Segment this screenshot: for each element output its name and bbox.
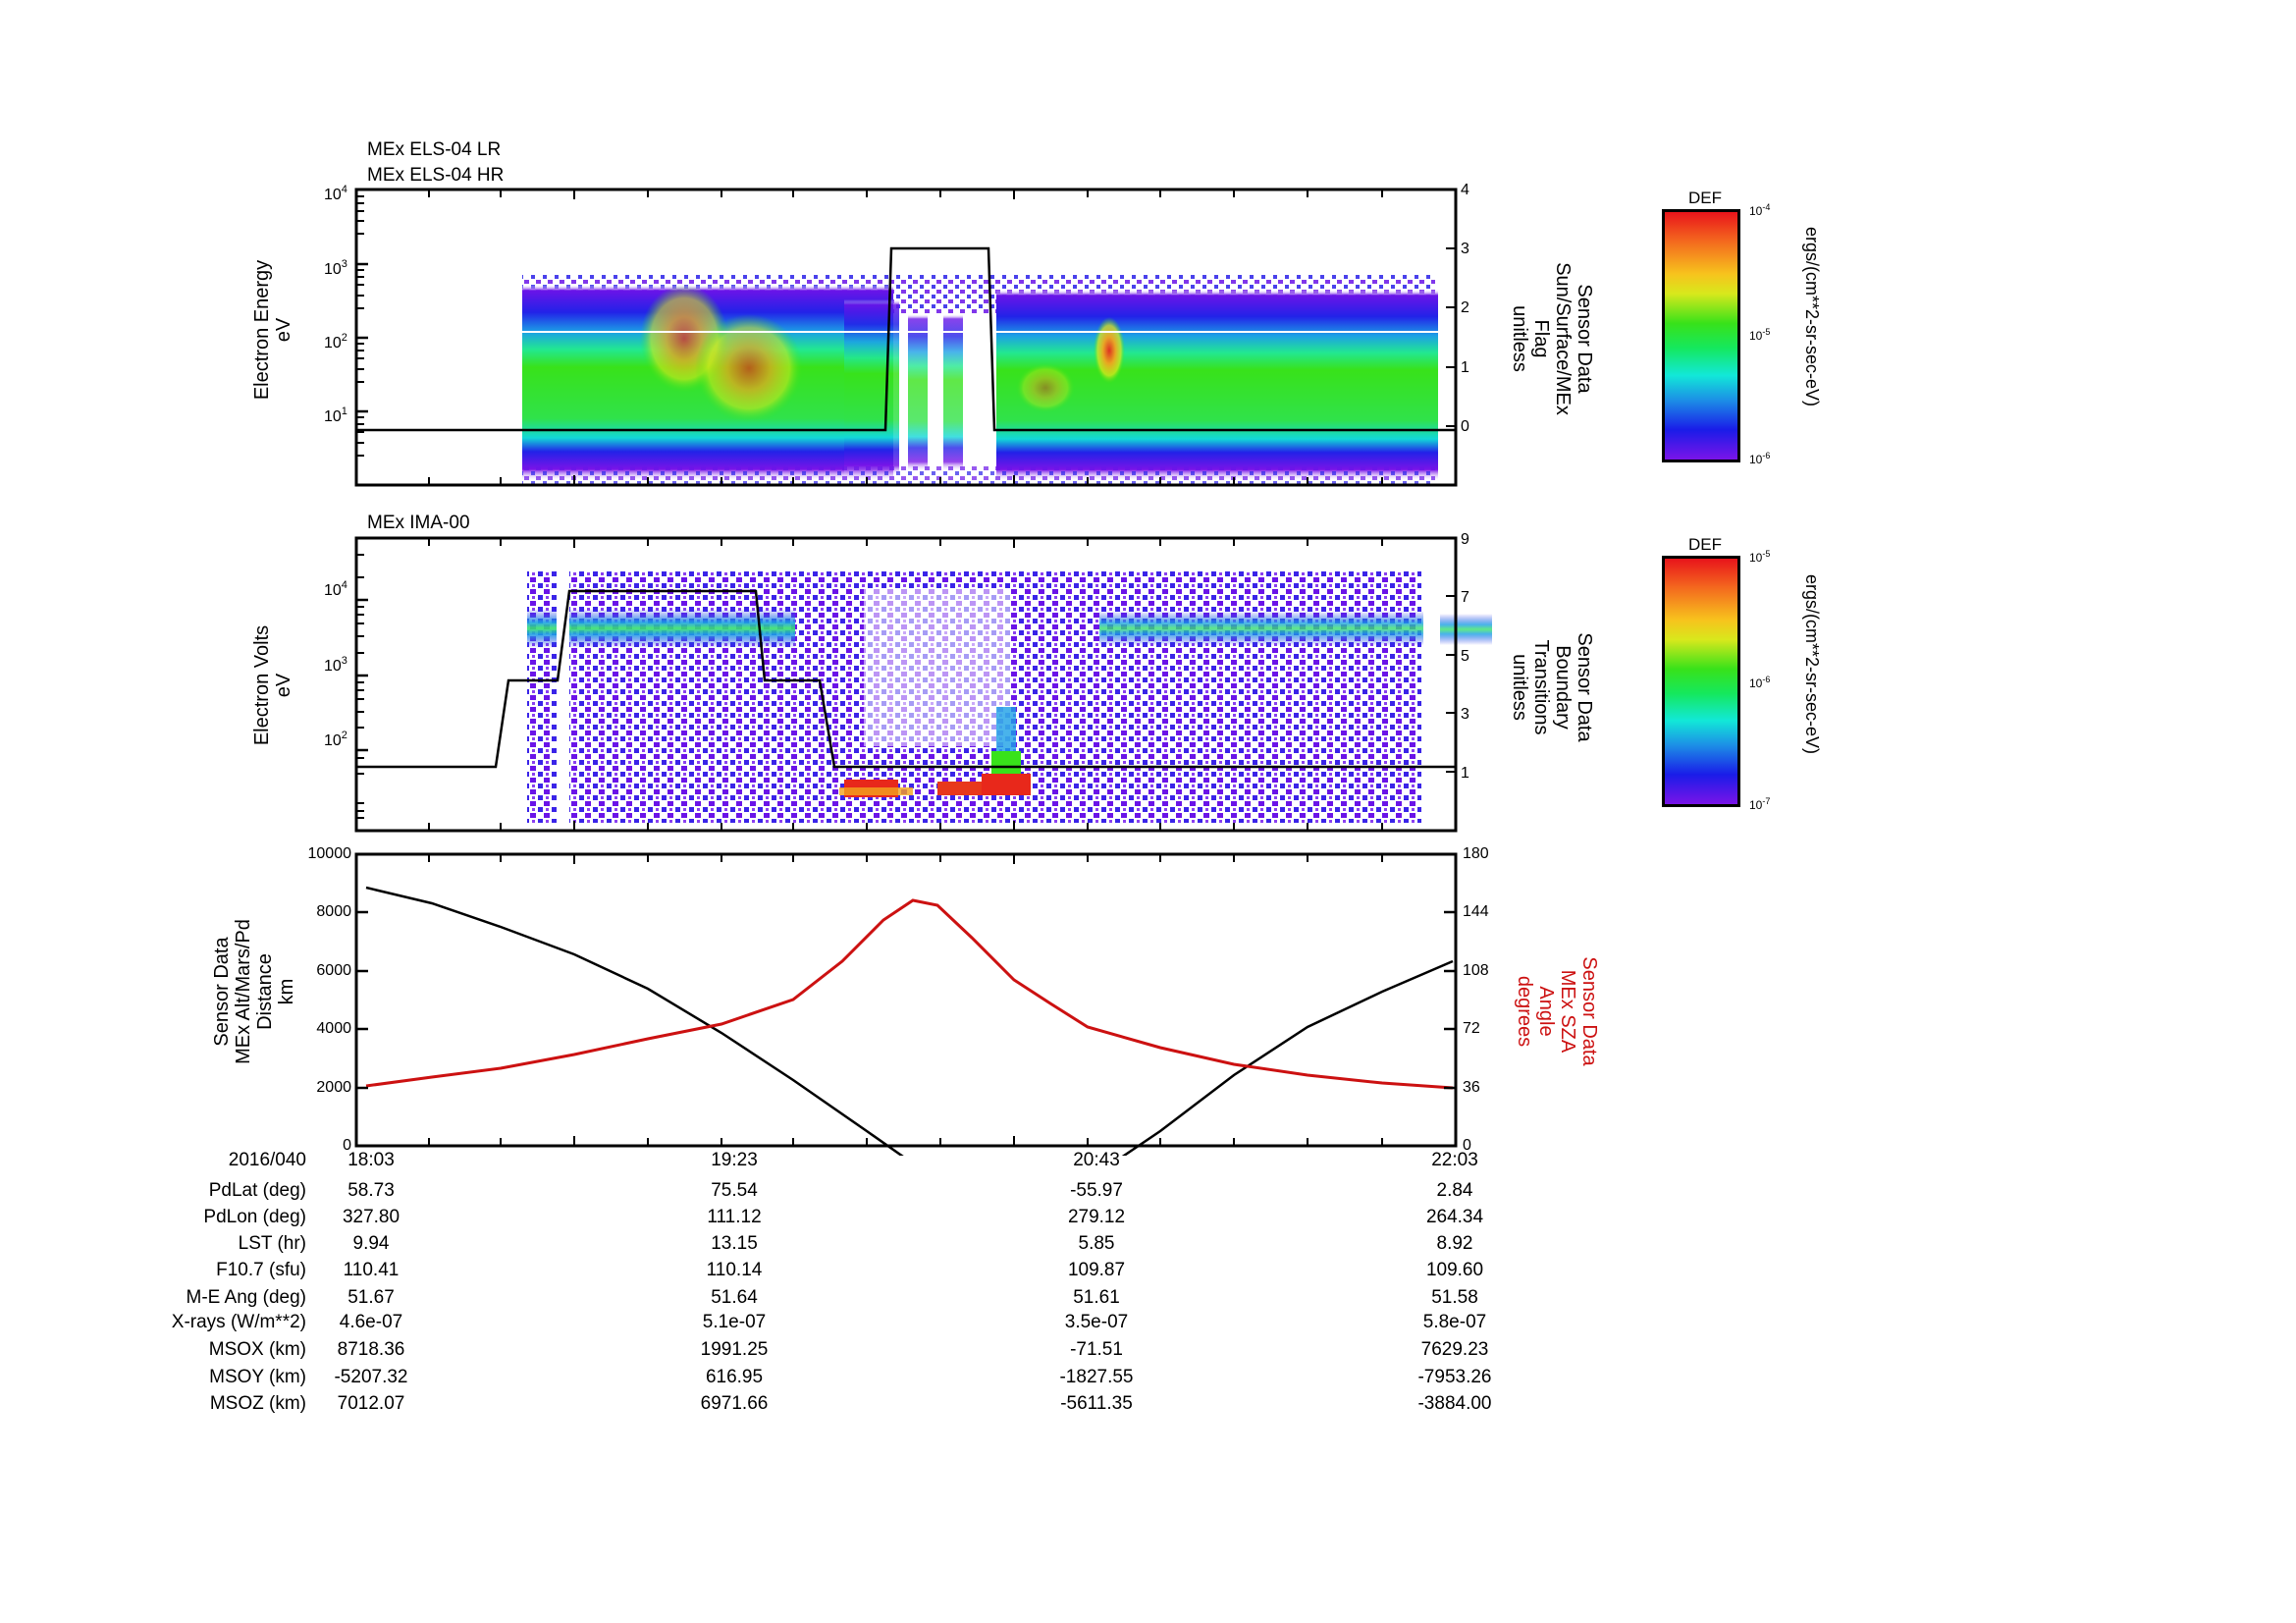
- panel3-ytick: 8000: [316, 903, 351, 920]
- panel1-title-hr: MEx ELS-04 HR: [367, 165, 505, 186]
- panel3-rtick: 72: [1463, 1020, 1480, 1037]
- colorbar2: [1662, 556, 1740, 807]
- colorbar1: [1662, 209, 1740, 462]
- panel3-ytick: 10000: [307, 845, 352, 862]
- panel1-rtick: 0: [1461, 418, 1469, 435]
- panel3-right-label: Sensor Data MEx SZA Angle degrees: [1514, 956, 1600, 1066]
- panel1-ytick: 102: [324, 332, 347, 352]
- panel1-ytick: 104: [324, 184, 347, 203]
- ephemeris-row: F10.7 (sfu) 110.41 110.14 109.87 109.60: [216, 1260, 1484, 1280]
- colorbar2-title: DEF: [1688, 535, 1722, 554]
- colorbar2-min: 10-7: [1749, 796, 1771, 812]
- ephemeris-row: MSOX (km) 8718.36 1991.25 -71.51 7629.23: [208, 1339, 1489, 1360]
- panel3-rtick: 108: [1463, 962, 1489, 979]
- panel3-rtick: 0: [1463, 1137, 1471, 1154]
- panel2-spectrogram: [354, 536, 1492, 833]
- panel1-ytick: 103: [324, 258, 347, 278]
- panel1-rtick: 2: [1461, 299, 1469, 316]
- panel3-rtick: 36: [1463, 1079, 1480, 1096]
- ephemeris-time-row: 2016/040 18:03 19:23 20:43 22:03: [228, 1150, 1478, 1170]
- panel2-rtick: 3: [1461, 706, 1469, 723]
- panel2-rtick: 1: [1461, 765, 1469, 782]
- panel2-rtick: 7: [1461, 589, 1469, 606]
- colorbar2-mid: 10-6: [1749, 675, 1771, 690]
- ephemeris-row: MSOZ (km) 7012.07 6971.66 -5611.35 -3884…: [209, 1393, 1492, 1414]
- panel1-ylabel: Electron Energy eV: [251, 259, 294, 401]
- colorbar1-mid: 10-5: [1749, 327, 1771, 343]
- colorbar1-unit: ergs/(cm**2-sr-sec-eV): [1802, 227, 1822, 407]
- colorbar1-max: 10-4: [1749, 202, 1771, 218]
- panel2-right-label: Sensor Data Boundary Transitions unitless: [1509, 632, 1595, 742]
- panel3-ytick: 0: [343, 1137, 351, 1154]
- panel2-ytick: 102: [324, 730, 347, 749]
- ephemeris-row: M-E Ang (deg) 51.67 51.64 51.61 51.58: [186, 1287, 1478, 1308]
- panel2-ylabel: Electron Volts eV: [251, 624, 294, 746]
- ephemeris-row: X-rays (W/m**2) 4.6e-07 5.1e-07 3.5e-07 …: [171, 1312, 1487, 1332]
- panel2-ytick: 103: [324, 655, 347, 675]
- panel1-title-lr: MEx ELS-04 LR: [367, 139, 502, 160]
- colorbar1-title: DEF: [1688, 189, 1722, 207]
- panel2-title: MEx IMA-00: [367, 513, 470, 533]
- panel1-right-label: Sensor Data Sun/Surface/MEx Flag unitless: [1509, 262, 1595, 415]
- panel2-ytick: 104: [324, 579, 347, 599]
- panel3-ytick: 2000: [316, 1079, 351, 1096]
- panel3-ylabel: Sensor Data MEx Alt/Mars/Pd Distance km: [211, 919, 297, 1064]
- ephemeris-row: MSOY (km) -5207.32 616.95 -1827.55 -7953…: [209, 1367, 1492, 1387]
- colorbar2-max: 10-5: [1749, 549, 1771, 565]
- panel3-lineplot: [354, 852, 1458, 1156]
- panel1-rtick: 1: [1461, 359, 1469, 376]
- panel1-rtick: 4: [1461, 182, 1469, 198]
- panel1-spectrogram: [354, 188, 1458, 487]
- colorbar1-min: 10-6: [1749, 451, 1771, 466]
- ephemeris-row: LST (hr) 9.94 13.15 5.85 8.92: [238, 1233, 1473, 1254]
- panel2-rtick: 5: [1461, 648, 1469, 665]
- panel3-rtick: 180: [1463, 845, 1489, 862]
- panel3-rtick: 144: [1463, 903, 1489, 920]
- panel3-ytick: 6000: [316, 962, 351, 979]
- colorbar2-unit: ergs/(cm**2-sr-sec-eV): [1802, 574, 1822, 755]
- ephemeris-row: PdLat (deg) 58.73 75.54 -55.97 2.84: [208, 1180, 1473, 1201]
- panel1-ytick: 101: [324, 406, 347, 425]
- panel3-ytick: 4000: [316, 1020, 351, 1037]
- panel2-rtick: 9: [1461, 531, 1469, 548]
- ephemeris-row: PdLon (deg) 327.80 111.12 279.12 264.34: [203, 1207, 1484, 1227]
- panel1-rtick: 3: [1461, 241, 1469, 257]
